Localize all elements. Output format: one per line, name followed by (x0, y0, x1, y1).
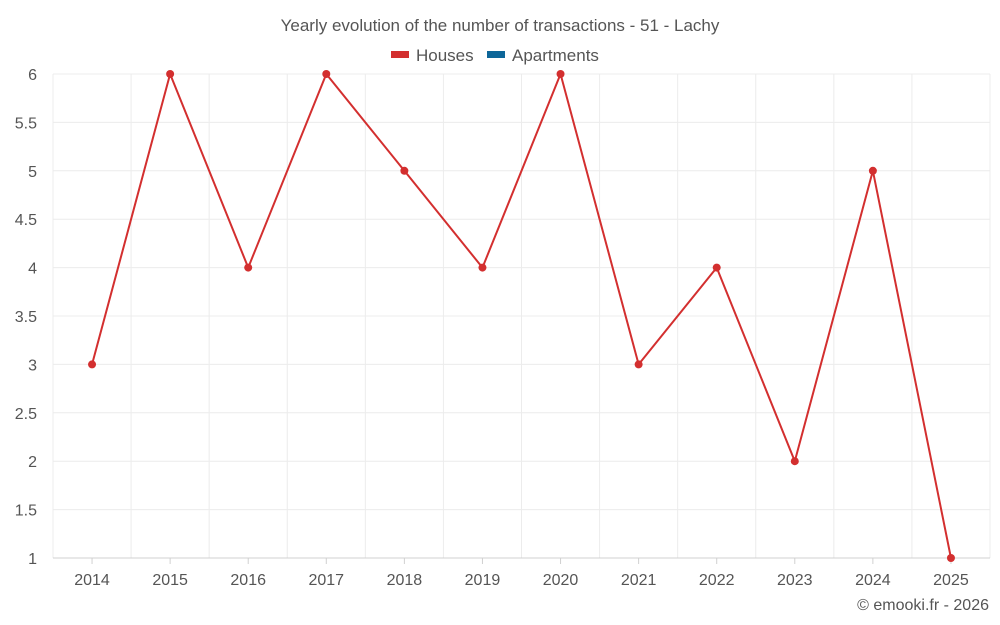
legend-label-apartments: Apartments (512, 46, 599, 65)
y-tick-label: 3 (28, 357, 37, 374)
legend-item-houses[interactable]: Houses (391, 46, 474, 65)
x-axis-ticks: 2014 2015 2016 2017 2018 2019 2020 2021 2022 2023… (74, 558, 969, 589)
legend-swatch-houses (391, 51, 409, 58)
data-point[interactable] (634, 360, 643, 369)
y-tick-label: 3.5 (15, 309, 37, 326)
legend-swatch-apartments (487, 51, 505, 58)
series-line-houses (91, 73, 952, 559)
grid (52, 73, 991, 559)
x-tick-label: 2025 (933, 572, 969, 589)
x-tick-label: 2023 (777, 572, 813, 589)
y-tick-label: 5 (28, 164, 37, 181)
data-point[interactable] (244, 263, 253, 272)
data-point[interactable] (790, 457, 799, 466)
y-tick-label: 6 (28, 67, 37, 84)
x-tick-label: 2019 (465, 572, 501, 589)
series-houses (88, 70, 955, 562)
credit-text: © emooki.fr - 2026 (857, 597, 989, 614)
legend: Houses Apartments (391, 46, 599, 65)
x-tick-label: 2015 (152, 572, 188, 589)
y-tick-label: 1.5 (15, 503, 37, 520)
y-axis-ticks: 1 1.5 2 2.5 3 3.5 4 4.5 5 5.5 6 (15, 67, 37, 568)
y-tick-label: 2.5 (15, 406, 37, 423)
data-point[interactable] (322, 70, 331, 78)
data-point[interactable] (868, 166, 877, 175)
data-point[interactable] (88, 360, 97, 369)
x-tick-label: 2018 (387, 572, 423, 589)
chart-title: Yearly evolution of the number of transa… (281, 16, 720, 35)
data-point[interactable] (478, 263, 487, 272)
data-point[interactable] (400, 166, 409, 175)
x-tick-label: 2022 (699, 572, 735, 589)
x-tick-label: 2014 (74, 572, 110, 589)
x-tick-label: 2016 (230, 572, 266, 589)
x-tick-label: 2017 (308, 572, 344, 589)
x-tick-label: 2024 (855, 572, 891, 589)
data-point[interactable] (946, 554, 955, 562)
y-tick-label: 4.5 (15, 212, 37, 229)
data-point[interactable] (166, 70, 175, 78)
y-tick-label: 1 (28, 551, 37, 568)
y-tick-label: 2 (28, 454, 37, 471)
y-tick-label: 5.5 (15, 115, 37, 132)
legend-item-apartments[interactable]: Apartments (487, 46, 599, 65)
y-tick-label: 4 (28, 261, 37, 278)
data-point[interactable] (556, 70, 565, 78)
data-point[interactable] (712, 263, 721, 272)
x-tick-label: 2020 (543, 572, 579, 589)
legend-label-houses: Houses (416, 46, 474, 65)
x-tick-label: 2021 (621, 572, 657, 589)
